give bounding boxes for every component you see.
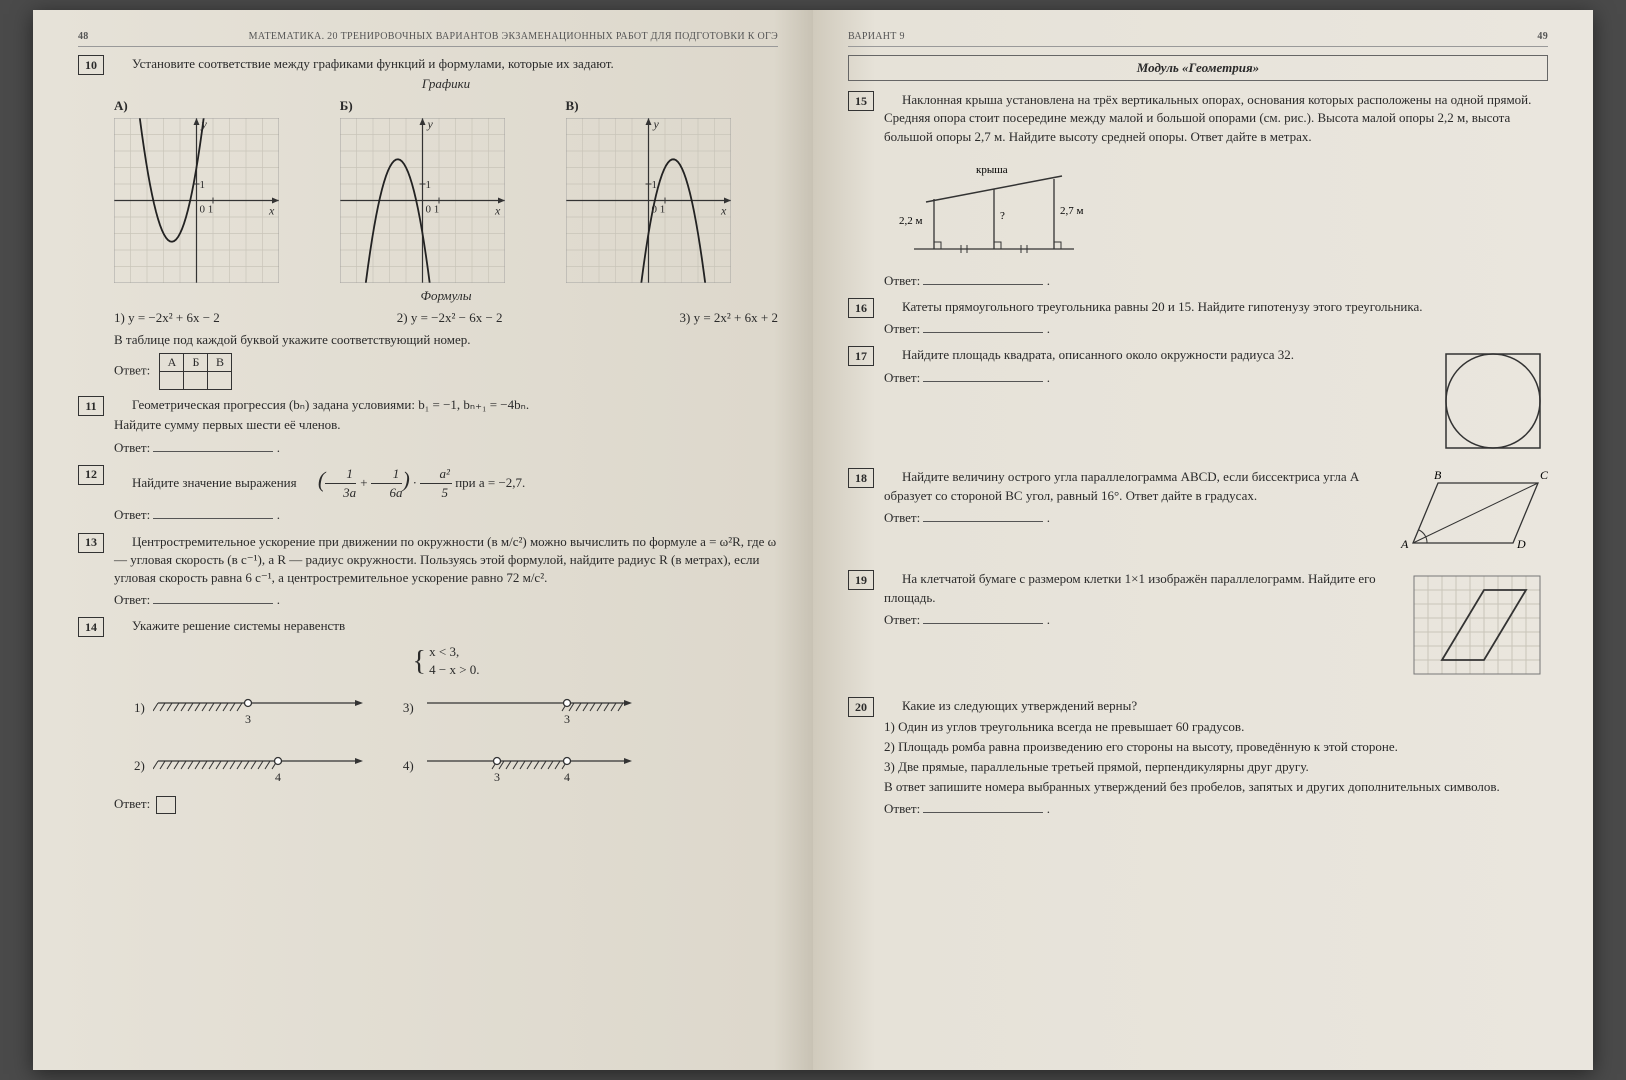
svg-text:x: x (268, 203, 275, 217)
fig-roof: крыша 2,2 м? 2,7 м (884, 154, 1104, 264)
svg-text:C: C (1540, 468, 1548, 482)
numline-4: 34 (422, 747, 632, 785)
svg-text:4: 4 (275, 770, 281, 784)
numline-2: 4 (153, 747, 363, 785)
task-13: 13 Центростремительное ускорение при дви… (78, 533, 778, 612)
svg-text:D: D (1516, 537, 1526, 551)
task-12: 12 Найдите значение выражения (13a + 16a… (78, 465, 778, 527)
svg-text:y: y (652, 118, 659, 131)
numline-3: 3 (422, 689, 632, 727)
task-10: 10 Установите соответствие между графика… (78, 55, 778, 390)
running-head: МАТЕМАТИКА. 20 ТРЕНИРОВОЧНЫХ ВАРИАНТОВ Э… (249, 30, 778, 44)
svg-text:0 1: 0 1 (200, 203, 214, 215)
svg-text:3: 3 (245, 712, 251, 726)
page-number: 48 (78, 30, 89, 44)
running-head: ВАРИАНТ 9 (848, 30, 905, 44)
task-text: Установите соответствие между графиками … (114, 55, 778, 73)
graphs-row: А) 10 1yx Б) 10 1yx В) 10 1yx (114, 97, 778, 282)
answer-box[interactable] (156, 796, 176, 814)
svg-text:1: 1 (651, 179, 657, 191)
svg-text:2,2 м: 2,2 м (899, 215, 923, 227)
svg-text:3: 3 (494, 770, 500, 784)
svg-text:4: 4 (564, 770, 570, 784)
svg-text:A: A (1400, 537, 1409, 551)
page-number: 49 (1537, 30, 1548, 44)
svg-text:1: 1 (200, 179, 206, 191)
task-15: 15 Наклонная крыша установлена на трёх в… (848, 91, 1548, 292)
graph-c: В) 10 1yx (566, 97, 778, 282)
numline-options: 1)3 3)3 2)4 4)34 (134, 689, 778, 785)
answer-blank[interactable] (153, 439, 273, 452)
fig-parallelogram: A B C D (1398, 468, 1548, 558)
svg-text:?: ? (1000, 210, 1005, 222)
task-14: 14 Укажите решение системы неравенств { … (78, 617, 778, 815)
header-right: ВАРИАНТ 9 49 (848, 30, 1548, 47)
header-left: 48 МАТЕМАТИКА. 20 ТРЕНИРОВОЧНЫХ ВАРИАНТО… (78, 30, 778, 47)
graphs-label: Графики (114, 75, 778, 93)
graph-a: А) 10 1yx (114, 97, 326, 282)
answer-label: Ответ: (114, 363, 150, 378)
svg-text:2,7 м: 2,7 м (1060, 205, 1084, 217)
svg-text:крыша: крыша (976, 164, 1008, 176)
module-title: Модуль «Геометрия» (848, 55, 1548, 81)
book-spread: 48 МАТЕМАТИКА. 20 ТРЕНИРОВОЧНЫХ ВАРИАНТО… (33, 10, 1593, 1070)
task-num: 10 (78, 55, 104, 75)
formulas-label: Формулы (114, 287, 778, 305)
svg-text:B: B (1434, 468, 1442, 482)
formulas-row: 1) y = −2x² + 6x − 2 2) y = −2x² − 6x − … (114, 309, 778, 327)
svg-text:x: x (494, 203, 501, 217)
page-left: 48 МАТЕМАТИКА. 20 ТРЕНИРОВОЧНЫХ ВАРИАНТО… (33, 10, 813, 1070)
svg-text:1: 1 (425, 179, 431, 191)
fig-grid-parallelogram (1408, 570, 1548, 685)
task-17: 17 Найдите площадь квадрата, описанного … (848, 346, 1548, 462)
answer-table: АБВ (159, 353, 232, 390)
graph-c-svg: 10 1yx (566, 118, 731, 283)
task-20: 20 Какие из следующих утверждений верны?… (848, 697, 1548, 820)
graph-b-svg: 1 0 1 y x (340, 118, 505, 283)
task-18: 18 ABCD Найдите величину острого угла па… (848, 468, 1548, 564)
svg-text:x: x (720, 203, 727, 217)
graph-a-svg: 10 1yx (114, 118, 279, 283)
task-16: 16 Катеты прямоугольного треугольника ра… (848, 298, 1548, 340)
svg-text:3: 3 (564, 712, 570, 726)
graph-b: Б) 10 1yx (340, 97, 552, 282)
fig-square-circle (1438, 346, 1548, 456)
numline-1: 3 (153, 689, 363, 727)
svg-text:0 1: 0 1 (425, 203, 439, 215)
task-11: 11 Геометрическая прогрессия (bₙ) задана… (78, 396, 778, 459)
svg-text:y: y (426, 118, 433, 131)
task-19: 19 На клетчатой бумаге с размером клетки… (848, 570, 1548, 691)
page-right: ВАРИАНТ 9 49 Модуль «Геометрия» 15 Накло… (813, 10, 1593, 1070)
task-hint: В таблице под каждой буквой укажите соот… (114, 331, 778, 349)
